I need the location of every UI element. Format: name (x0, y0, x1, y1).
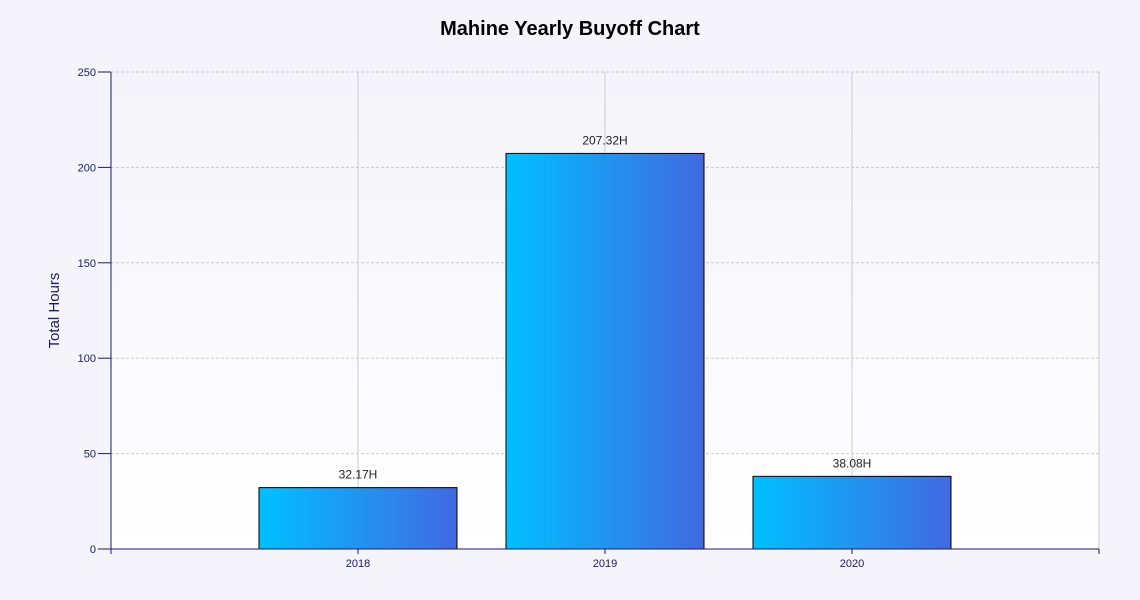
y-tick-label: 50 (84, 449, 96, 461)
x-tick-label-2020: 2020 (840, 558, 864, 570)
data-label-2020: 38.08H (833, 456, 872, 470)
bar-2019 (505, 152, 705, 550)
data-label-2019: 207.32H (582, 133, 627, 147)
axes: 0 50 100 150 200 250 2018 2019 2020 (78, 67, 1100, 570)
data-label-2018: 32.17H (339, 468, 378, 482)
bars: 32.17H 207.32H 38.08H (258, 133, 952, 550)
y-tick-label: 250 (78, 67, 96, 79)
bar-2020 (752, 475, 952, 550)
x-tick-label-2019: 2019 (593, 558, 617, 570)
y-tick-label: 0 (90, 544, 96, 556)
y-tick-label: 150 (78, 258, 96, 270)
y-tick-label: 100 (78, 353, 96, 365)
bar-2018 (258, 487, 458, 550)
chart-title: Mahine Yearly Buyoff Chart (440, 18, 700, 40)
y-axis-label: Total Hours (46, 273, 63, 349)
y-tick-label: 200 (78, 162, 96, 174)
x-tick-label-2018: 2018 (346, 558, 370, 570)
